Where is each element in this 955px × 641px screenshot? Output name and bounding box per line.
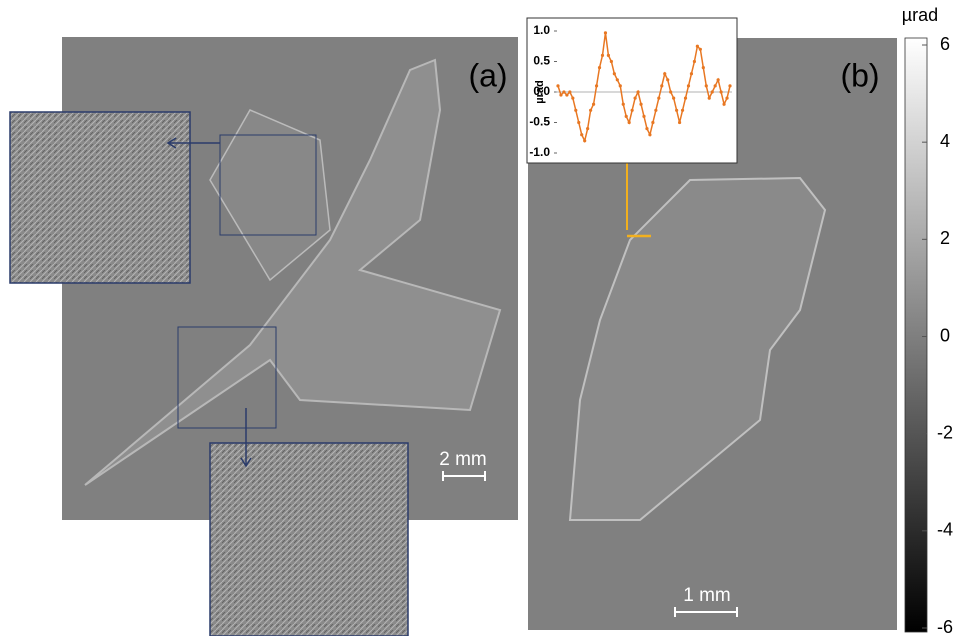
colorbar-tick-label: 2 bbox=[940, 228, 950, 248]
data-point bbox=[571, 97, 574, 100]
data-point bbox=[648, 133, 651, 136]
data-point bbox=[616, 78, 619, 81]
data-point bbox=[592, 103, 595, 106]
data-point bbox=[601, 54, 604, 57]
data-point bbox=[589, 109, 592, 112]
data-point bbox=[634, 97, 637, 100]
data-point bbox=[651, 121, 654, 124]
data-point bbox=[722, 103, 725, 106]
colorbar-tick-label: -4 bbox=[937, 520, 953, 540]
data-point bbox=[725, 97, 728, 100]
colorbar bbox=[905, 38, 927, 632]
data-point bbox=[622, 103, 625, 106]
y-tick-label: -1.0 bbox=[529, 145, 550, 159]
data-point bbox=[675, 109, 678, 112]
data-point bbox=[631, 109, 634, 112]
data-point bbox=[625, 115, 628, 118]
panel-label: (b) bbox=[840, 57, 879, 93]
data-point bbox=[678, 121, 681, 124]
zoom-inset bbox=[10, 112, 190, 283]
data-point bbox=[687, 84, 690, 87]
data-point bbox=[693, 60, 696, 63]
data-point bbox=[711, 90, 714, 93]
y-tick-label: -0.5 bbox=[529, 115, 550, 129]
data-point bbox=[619, 84, 622, 87]
colorbar-tick-label: 6 bbox=[940, 34, 950, 54]
data-point bbox=[645, 127, 648, 130]
data-point bbox=[580, 133, 583, 136]
data-point bbox=[654, 109, 657, 112]
data-point bbox=[681, 109, 684, 112]
data-point bbox=[708, 97, 711, 100]
data-point bbox=[717, 78, 720, 81]
data-point bbox=[714, 84, 717, 87]
data-point bbox=[699, 48, 702, 51]
colorbar-tick-label: 4 bbox=[940, 131, 950, 151]
data-point bbox=[684, 97, 687, 100]
data-point bbox=[607, 54, 610, 57]
data-point bbox=[663, 72, 666, 75]
data-point bbox=[574, 109, 577, 112]
colorbar-tick-label: -2 bbox=[937, 422, 953, 442]
data-point bbox=[598, 66, 601, 69]
y-tick-label: 0.5 bbox=[533, 54, 550, 68]
data-point bbox=[672, 97, 675, 100]
data-point bbox=[556, 84, 559, 87]
panel-label: (a) bbox=[468, 57, 507, 93]
scale-bar-label: 1 mm bbox=[683, 585, 731, 606]
data-point bbox=[565, 93, 568, 96]
data-point bbox=[642, 115, 645, 118]
zoom-inset bbox=[210, 443, 408, 636]
y-tick-label: 1.0 bbox=[533, 23, 550, 37]
colorbar-tick-label: 0 bbox=[940, 325, 950, 345]
y-tick-label: 0.0 bbox=[533, 84, 550, 98]
data-point bbox=[636, 90, 639, 93]
data-point bbox=[559, 93, 562, 96]
scale-bar-label: 2 mm bbox=[439, 449, 487, 470]
data-point bbox=[666, 78, 669, 81]
data-point bbox=[568, 90, 571, 93]
colorbar-tick-label: -6 bbox=[937, 617, 953, 636]
data-point bbox=[586, 127, 589, 130]
data-point bbox=[702, 66, 705, 69]
data-point bbox=[613, 72, 616, 75]
page: (a) 2 mm (b) 1 mm µrad µrad 1.00.50.0-0.… bbox=[0, 0, 955, 641]
data-point bbox=[705, 84, 708, 87]
data-point bbox=[562, 90, 565, 93]
data-point bbox=[628, 121, 631, 124]
data-point bbox=[660, 84, 663, 87]
data-point bbox=[720, 90, 723, 93]
inset-chart bbox=[527, 18, 737, 163]
data-point bbox=[577, 121, 580, 124]
data-point bbox=[583, 139, 586, 142]
colorbar-title: µrad bbox=[902, 5, 938, 25]
data-point bbox=[610, 60, 613, 63]
data-point bbox=[657, 97, 660, 100]
data-point bbox=[595, 84, 598, 87]
data-point bbox=[728, 84, 731, 87]
data-point bbox=[604, 31, 607, 34]
data-point bbox=[639, 103, 642, 106]
figure: (a) 2 mm (b) 1 mm µrad µrad 1.00.50.0-0.… bbox=[0, 0, 955, 636]
data-point bbox=[696, 45, 699, 48]
data-point bbox=[690, 72, 693, 75]
data-point bbox=[669, 90, 672, 93]
